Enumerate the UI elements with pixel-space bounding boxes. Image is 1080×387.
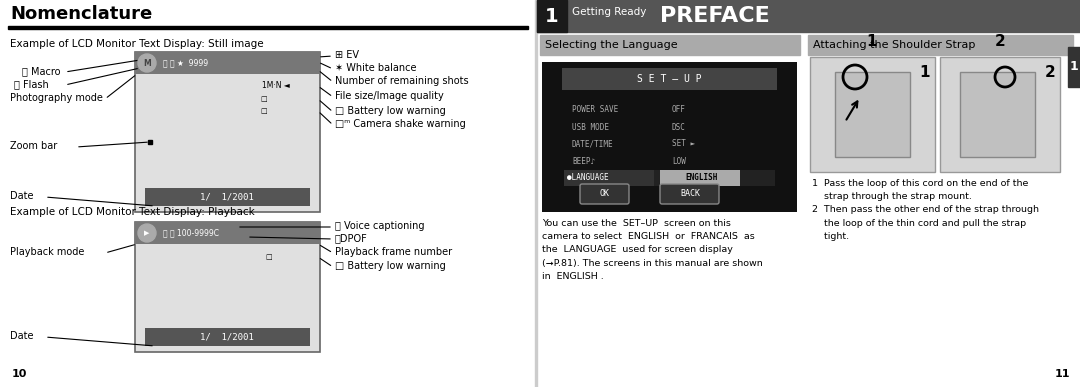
- Text: ⊞ EV: ⊞ EV: [335, 50, 359, 60]
- Text: 1  Pass the loop of this cord on the end of the
    strap through the strap moun: 1 Pass the loop of this cord on the end …: [812, 179, 1039, 241]
- Text: □: □: [265, 254, 272, 260]
- Bar: [145, 188, 310, 206]
- Text: USB MODE: USB MODE: [572, 123, 609, 132]
- Text: File size/Image quality: File size/Image quality: [335, 91, 444, 101]
- Text: Date: Date: [10, 331, 33, 341]
- Text: Attaching the Shoulder Strap: Attaching the Shoulder Strap: [813, 40, 975, 50]
- Text: PREFACE: PREFACE: [660, 6, 770, 26]
- Circle shape: [138, 54, 156, 72]
- FancyBboxPatch shape: [660, 184, 719, 204]
- Text: 1: 1: [1069, 60, 1078, 74]
- Text: Nomenclature: Nomenclature: [10, 5, 152, 23]
- Bar: [145, 328, 310, 346]
- Text: □ Battery low warning: □ Battery low warning: [335, 261, 446, 271]
- Text: ●LANGUAGE: ●LANGUAGE: [567, 173, 609, 183]
- Text: BACK: BACK: [680, 190, 700, 199]
- Bar: [808, 35, 1074, 55]
- FancyBboxPatch shape: [580, 184, 629, 204]
- Bar: [542, 62, 797, 212]
- Bar: [537, 0, 1080, 32]
- Text: 1/  1/2001: 1/ 1/2001: [200, 192, 254, 202]
- Text: ▶: ▶: [145, 230, 150, 236]
- Text: You can use the  SET–UP  screen on this
camera to select  ENGLISH  or  FRANCAIS : You can use the SET–UP screen on this ca…: [542, 219, 762, 281]
- Text: OK: OK: [600, 190, 610, 199]
- Text: BEEP♪: BEEP♪: [572, 156, 595, 166]
- Text: Getting Ready: Getting Ready: [572, 7, 646, 17]
- Text: POWER SAVE: POWER SAVE: [572, 106, 618, 115]
- Bar: [660, 170, 740, 186]
- Text: Photography mode: Photography mode: [10, 93, 103, 103]
- Text: 1: 1: [919, 65, 930, 80]
- Bar: [535, 0, 537, 387]
- Text: DSC: DSC: [672, 123, 686, 132]
- Text: DATE/TIME: DATE/TIME: [572, 139, 613, 149]
- Text: □: □: [260, 108, 267, 114]
- Text: □: □: [260, 96, 267, 102]
- Text: 2: 2: [1044, 65, 1055, 80]
- Text: M: M: [144, 58, 151, 67]
- Text: □ Battery low warning: □ Battery low warning: [335, 106, 446, 116]
- Bar: [564, 170, 775, 186]
- Text: Example of LCD Monitor Text Display: Playback: Example of LCD Monitor Text Display: Pla…: [10, 207, 255, 217]
- Text: Selecting the Language: Selecting the Language: [545, 40, 677, 50]
- Bar: [135, 222, 320, 352]
- Bar: [537, 0, 567, 32]
- Text: ⓘ Flash: ⓘ Flash: [14, 79, 49, 89]
- Bar: [940, 57, 1059, 172]
- Text: 1: 1: [545, 7, 558, 26]
- Bar: [135, 222, 320, 244]
- Text: OFF: OFF: [672, 106, 686, 115]
- Bar: [1068, 47, 1080, 87]
- Text: Number of remaining shots: Number of remaining shots: [335, 76, 469, 86]
- Circle shape: [138, 224, 156, 242]
- Text: 1: 1: [867, 34, 877, 49]
- Bar: [8, 3, 528, 25]
- Text: Playback mode: Playback mode: [10, 247, 84, 257]
- Text: 1M·N ◄: 1M·N ◄: [262, 82, 289, 91]
- Text: ⓘDPOF: ⓘDPOF: [335, 233, 368, 243]
- Bar: [540, 35, 800, 55]
- Text: LOW: LOW: [672, 156, 686, 166]
- Bar: [564, 170, 654, 186]
- Text: ⓘ Voice captioning: ⓘ Voice captioning: [335, 221, 424, 231]
- Text: Zoom bar: Zoom bar: [10, 141, 57, 151]
- Bar: [8, 26, 528, 29]
- Bar: [135, 52, 320, 212]
- Text: ✶ White balance: ✶ White balance: [335, 63, 417, 73]
- Bar: [960, 72, 1035, 157]
- Text: S E T – U P: S E T – U P: [637, 74, 701, 84]
- Text: 1/  1/2001: 1/ 1/2001: [200, 332, 254, 341]
- Text: Playback frame number: Playback frame number: [335, 247, 453, 257]
- Text: ENGLISH: ENGLISH: [686, 173, 718, 183]
- Text: ⓘ ⓘ 100-9999C: ⓘ ⓘ 100-9999C: [163, 228, 219, 238]
- Bar: [810, 57, 935, 172]
- Text: 2: 2: [995, 34, 1005, 49]
- Text: ⓘ Macro: ⓘ Macro: [22, 66, 60, 76]
- Text: □ᵐ Camera shake warning: □ᵐ Camera shake warning: [335, 119, 465, 129]
- Text: ⓘ ⓘ ★  9999: ⓘ ⓘ ★ 9999: [163, 58, 208, 67]
- Text: 11: 11: [1054, 369, 1070, 379]
- Text: Date: Date: [10, 191, 33, 201]
- Bar: [135, 52, 320, 74]
- Text: Example of LCD Monitor Text Display: Still image: Example of LCD Monitor Text Display: Sti…: [10, 39, 264, 49]
- Bar: [835, 72, 910, 157]
- Text: SET ►: SET ►: [672, 139, 696, 149]
- Text: 10: 10: [12, 369, 27, 379]
- Bar: [562, 68, 777, 90]
